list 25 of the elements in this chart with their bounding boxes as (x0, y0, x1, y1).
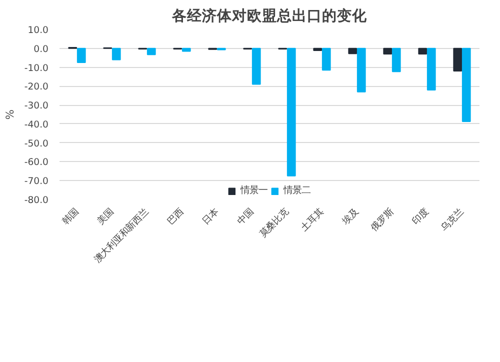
y-tick-label: -40.0 (24, 119, 49, 130)
x-tick-label: 莫桑比克 (258, 206, 291, 240)
y-tick-label: -10.0 (24, 62, 49, 74)
y-tick-label: 0.0 (34, 44, 49, 55)
x-tick-label: 印度 (410, 206, 431, 228)
y-tick-label: -20.0 (24, 82, 49, 93)
y-tick-label: -60.0 (24, 157, 49, 168)
y-tick-label: 10.0 (28, 25, 49, 36)
x-tick-label: 美国 (95, 206, 116, 228)
x-tick-label: 埃及 (340, 206, 361, 228)
x-tick-label: 中国 (235, 206, 256, 228)
y-tick-label: -50.0 (24, 138, 49, 150)
x-tick-label: 乌克兰 (439, 206, 466, 234)
y-tick-label: -30.0 (24, 100, 49, 112)
x-tick-label: 土耳其 (299, 206, 326, 234)
y-tick-label: -80.0 (24, 195, 49, 206)
x-tick-label: 韩国 (60, 206, 81, 228)
y-tick-label: -70.0 (24, 176, 49, 188)
y-axis-title: % (3, 109, 16, 120)
legend-label: 情景一 (240, 184, 268, 197)
chart-title: 各经济体对欧盟总出口的变化 (171, 6, 368, 24)
x-tick-label: 俄罗斯 (369, 206, 396, 234)
x-tick-label: 日本 (200, 206, 221, 228)
x-tick-label: 巴西 (165, 206, 186, 228)
legend-label: 情景二 (284, 184, 310, 197)
